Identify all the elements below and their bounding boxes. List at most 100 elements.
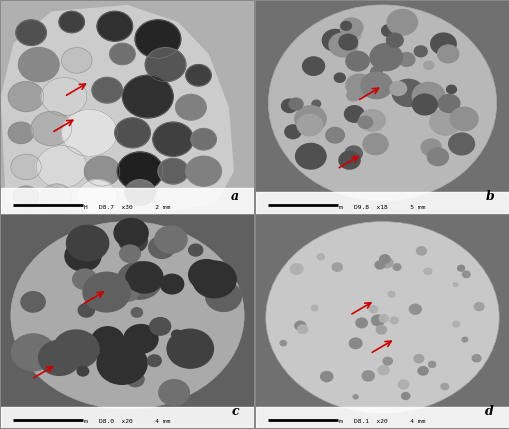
Circle shape <box>355 318 366 328</box>
Circle shape <box>131 308 142 317</box>
Circle shape <box>145 48 185 82</box>
Ellipse shape <box>268 5 496 201</box>
Circle shape <box>175 94 206 120</box>
Circle shape <box>328 33 357 57</box>
Circle shape <box>417 367 427 375</box>
Circle shape <box>158 158 188 184</box>
Circle shape <box>378 366 388 375</box>
Circle shape <box>338 34 357 50</box>
Circle shape <box>11 154 41 180</box>
Circle shape <box>452 321 459 327</box>
Circle shape <box>322 30 348 51</box>
Text: m   D8.1  x20      4 mm: m D8.1 x20 4 mm <box>338 419 425 424</box>
Circle shape <box>294 106 326 132</box>
Circle shape <box>66 225 108 261</box>
Circle shape <box>289 98 302 110</box>
Circle shape <box>147 355 161 366</box>
Circle shape <box>325 127 344 143</box>
Circle shape <box>349 80 363 92</box>
Circle shape <box>362 133 387 154</box>
Circle shape <box>203 261 215 272</box>
Circle shape <box>357 116 372 128</box>
Circle shape <box>21 292 45 312</box>
Circle shape <box>62 109 117 156</box>
Circle shape <box>167 329 213 368</box>
Circle shape <box>379 314 387 322</box>
Circle shape <box>13 186 39 207</box>
Text: H   D8.7  x30      2 mm: H D8.7 x30 2 mm <box>84 205 171 209</box>
Circle shape <box>427 148 447 166</box>
Circle shape <box>379 255 389 263</box>
Circle shape <box>375 261 384 269</box>
Circle shape <box>297 325 307 333</box>
Circle shape <box>430 33 455 54</box>
Circle shape <box>423 268 431 275</box>
Circle shape <box>389 317 398 324</box>
Circle shape <box>120 286 138 301</box>
Circle shape <box>77 180 117 214</box>
Circle shape <box>97 342 147 384</box>
Circle shape <box>117 152 163 190</box>
Circle shape <box>126 262 163 293</box>
Circle shape <box>448 133 473 155</box>
Circle shape <box>172 330 182 339</box>
Text: b: b <box>485 190 493 203</box>
Circle shape <box>462 271 469 278</box>
Circle shape <box>473 302 483 311</box>
Bar <box>1 188 254 214</box>
Circle shape <box>92 327 124 354</box>
Circle shape <box>359 110 384 131</box>
Circle shape <box>122 75 173 118</box>
Circle shape <box>18 48 59 82</box>
Circle shape <box>160 274 183 294</box>
Circle shape <box>188 244 203 256</box>
Circle shape <box>115 118 150 148</box>
Circle shape <box>461 337 467 342</box>
Circle shape <box>31 112 72 145</box>
Circle shape <box>120 245 140 262</box>
Circle shape <box>381 258 392 268</box>
Text: m   D9.8  x18      5 mm: m D9.8 x18 5 mm <box>338 205 425 209</box>
Circle shape <box>370 43 402 71</box>
Circle shape <box>381 24 395 36</box>
Circle shape <box>149 236 175 258</box>
Circle shape <box>83 272 130 312</box>
Circle shape <box>11 334 55 371</box>
Circle shape <box>124 325 158 353</box>
Circle shape <box>360 72 391 99</box>
Circle shape <box>413 355 423 363</box>
Circle shape <box>41 77 87 116</box>
Circle shape <box>457 265 464 271</box>
Circle shape <box>446 85 456 94</box>
Circle shape <box>437 45 458 63</box>
Circle shape <box>348 30 360 40</box>
Circle shape <box>320 372 332 382</box>
Circle shape <box>126 372 144 387</box>
Circle shape <box>344 106 363 122</box>
Circle shape <box>449 107 477 131</box>
Circle shape <box>205 281 241 311</box>
Circle shape <box>158 380 189 405</box>
Circle shape <box>333 73 345 82</box>
Circle shape <box>119 229 147 253</box>
Circle shape <box>284 125 300 139</box>
Circle shape <box>97 11 132 41</box>
Circle shape <box>411 82 444 110</box>
Circle shape <box>345 74 372 97</box>
Circle shape <box>317 254 324 260</box>
Circle shape <box>386 9 417 35</box>
Circle shape <box>345 51 369 71</box>
Circle shape <box>185 156 221 186</box>
Circle shape <box>41 184 72 209</box>
Circle shape <box>310 305 318 311</box>
Ellipse shape <box>265 222 498 414</box>
Circle shape <box>440 384 448 390</box>
Bar <box>1 407 254 428</box>
Circle shape <box>36 145 87 188</box>
Circle shape <box>423 61 433 69</box>
Circle shape <box>443 103 451 110</box>
Circle shape <box>8 82 44 112</box>
Circle shape <box>341 21 351 30</box>
Circle shape <box>53 330 99 369</box>
Circle shape <box>428 362 435 367</box>
